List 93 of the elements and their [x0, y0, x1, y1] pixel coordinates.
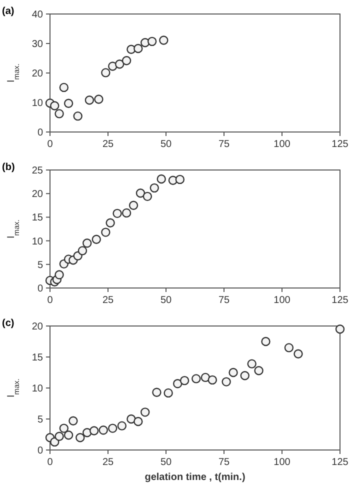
y-tick-label: 0 — [37, 446, 44, 456]
x-tick-label: 125 — [332, 295, 349, 306]
y-tick-label: 5 — [37, 414, 44, 426]
x-tick-label: 75 — [218, 295, 230, 306]
x-tick-label: 75 — [218, 139, 230, 150]
point — [164, 388, 173, 398]
x-tick-label: 0 — [47, 295, 54, 306]
point — [200, 372, 210, 382]
y-tick-label: 20 — [32, 68, 44, 80]
point — [126, 414, 136, 424]
y-tick-label: 20 — [32, 322, 44, 332]
point — [94, 94, 104, 104]
point — [64, 98, 74, 108]
point — [101, 228, 110, 237]
point — [76, 433, 85, 442]
point — [122, 56, 132, 66]
y-tick-label: 15 — [32, 352, 44, 364]
point — [152, 388, 162, 397]
point — [89, 426, 99, 436]
point — [228, 368, 238, 378]
point — [82, 238, 92, 248]
x-tick-label: 50 — [160, 295, 172, 306]
point — [254, 366, 264, 376]
point — [159, 36, 168, 45]
point — [261, 336, 270, 346]
point — [73, 111, 82, 121]
point — [222, 377, 231, 386]
x-tick-label: 100 — [274, 139, 291, 150]
y-tick-label: 15 — [32, 212, 44, 224]
point — [92, 234, 101, 244]
x-tick-label: 0 — [47, 457, 54, 468]
point — [142, 192, 152, 202]
point — [50, 101, 60, 110]
point — [84, 96, 94, 105]
point — [117, 421, 127, 430]
chart-title: (c) — [2, 318, 14, 329]
point — [147, 36, 157, 46]
x-tick-label: 125 — [332, 139, 349, 150]
y-tick-label: 10 — [32, 384, 44, 394]
point — [78, 246, 88, 256]
x-tick-label: 100 — [274, 457, 291, 468]
point — [128, 200, 138, 210]
point — [173, 379, 182, 388]
point — [54, 432, 64, 441]
point — [247, 359, 256, 368]
point — [136, 188, 146, 198]
point — [122, 208, 132, 218]
y-tick-label: 10 — [32, 236, 44, 248]
x-tick-label: 50 — [160, 139, 172, 150]
point — [59, 424, 69, 433]
point — [68, 416, 78, 426]
point — [175, 174, 185, 184]
point — [112, 208, 122, 218]
chart-title: (a) — [2, 6, 14, 17]
point — [64, 430, 74, 440]
point — [180, 376, 190, 386]
y-tick-label: 30 — [32, 39, 44, 50]
x-tick-label: 0 — [47, 139, 54, 150]
point — [134, 44, 143, 54]
x-tick-label: 25 — [102, 139, 114, 150]
point — [98, 426, 108, 435]
point — [294, 349, 303, 358]
point — [106, 218, 115, 228]
y-tick-label: 0 — [37, 284, 44, 294]
x-tick-label: 25 — [102, 295, 114, 306]
x-axis-title: gelation time , t(min.) — [144, 472, 246, 483]
point — [54, 270, 64, 280]
x-tick-label: 125 — [332, 457, 349, 468]
point — [59, 82, 69, 92]
y-tick-label: 0 — [37, 128, 44, 138]
point — [115, 60, 124, 69]
point — [156, 174, 166, 184]
point — [108, 424, 118, 433]
chart-title: (b) — [2, 162, 15, 173]
point — [150, 183, 159, 193]
y-tick-label: 40 — [32, 10, 44, 20]
point — [101, 68, 110, 78]
y-tick-label: 20 — [32, 189, 44, 200]
point — [240, 371, 250, 380]
point — [192, 374, 201, 384]
x-tick-label: 25 — [102, 457, 114, 468]
point — [54, 109, 64, 118]
point — [284, 343, 294, 352]
point — [140, 408, 150, 417]
y-tick-label: 5 — [37, 260, 44, 271]
y-tick-label: 10 — [32, 98, 44, 109]
y-tick-label: 25 — [32, 166, 44, 176]
x-tick-label: 100 — [274, 295, 291, 306]
point — [134, 416, 143, 426]
x-tick-label: 75 — [218, 457, 230, 468]
point — [208, 375, 217, 385]
x-tick-label: 50 — [160, 457, 172, 468]
point — [335, 324, 345, 334]
